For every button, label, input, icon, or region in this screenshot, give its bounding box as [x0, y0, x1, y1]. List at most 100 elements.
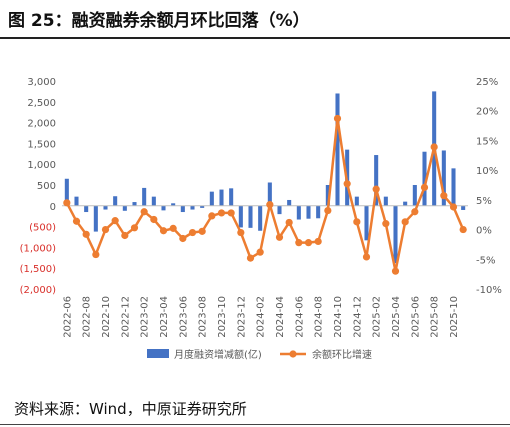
bar-2023-03	[151, 196, 156, 206]
y-left-tick-label: (500)	[29, 223, 56, 234]
growth-point-2025-10	[449, 203, 458, 211]
bar-2023-06	[180, 205, 185, 213]
growth-point-2023-02	[140, 208, 148, 216]
y-right-tick-label: -5%	[476, 255, 495, 266]
bar-2025-03	[383, 196, 388, 206]
growth-rate-line	[65, 117, 465, 273]
bar-2023-02	[142, 187, 147, 206]
bar-2024-03	[267, 182, 272, 206]
growth-point-2025-02	[372, 185, 380, 193]
y-left-tick-label: 1,500	[27, 139, 56, 150]
bar-2025-02	[374, 155, 379, 206]
bar-2022-12	[122, 205, 127, 211]
growth-point-2024-01	[246, 254, 255, 262]
growth-point-2024-05	[285, 218, 293, 227]
bar-2022-09	[93, 205, 98, 232]
growth-point-2022-06	[63, 199, 71, 207]
growth-point-2023-01	[130, 224, 139, 232]
bar-2025-10	[451, 168, 456, 206]
x-tick-label: 2024-04	[275, 296, 286, 338]
bar-2024-12	[354, 196, 359, 206]
y-left-tick-label: 500	[37, 181, 56, 192]
x-tick-label: 2024-06	[294, 296, 305, 338]
x-tick-label: 2022-10	[101, 296, 112, 338]
growth-point-2023-04	[159, 227, 168, 235]
bar-2022-11	[113, 196, 118, 206]
bar-2024-04	[277, 205, 282, 215]
bar-2025-11	[461, 205, 466, 210]
growth-point-2025-09	[440, 192, 448, 200]
figure-title: 图 25：融资融券余额月环比回落（%）	[8, 11, 310, 31]
combo-chart: (2,000) (1,500) (1,000) (500) 0 500 1,000 1,500…	[20, 77, 502, 361]
growth-point-2025-01	[362, 253, 371, 261]
bar-2023-05	[171, 203, 176, 206]
growth-point-2023-10	[217, 209, 226, 217]
bar-2024-02	[258, 205, 263, 231]
bar-2025-05	[403, 201, 408, 206]
y-left-tick-label: 3,000	[27, 77, 56, 88]
growth-point-2024-10	[333, 114, 342, 123]
x-tick-label: 2022-08	[82, 296, 93, 338]
bar-2023-04	[161, 205, 166, 211]
y-right-tick-label: 5%	[476, 196, 492, 207]
bar-2022-10	[103, 205, 108, 210]
x-tick-label: 2024-08	[314, 296, 325, 338]
y-left-tick-label: 0	[50, 202, 56, 213]
y-left-tick-label: (1,500)	[20, 264, 57, 275]
growth-point-2025-04	[391, 267, 400, 275]
y-right-tick-label: -10%	[476, 285, 502, 296]
x-tick-label: 2025-06	[410, 296, 421, 338]
x-tick-label: 2023-08	[198, 296, 209, 338]
growth-point-2022-09	[92, 250, 100, 259]
y-right-tick-label: 25%	[476, 77, 498, 88]
x-tick-label: 2025-02	[372, 296, 383, 338]
growth-point-2022-12	[121, 231, 129, 240]
bar-2022-08	[84, 205, 89, 213]
x-tick-label: 2025-10	[449, 296, 460, 338]
growth-point-2024-09	[324, 206, 332, 215]
growth-point-2023-08	[198, 227, 206, 235]
growth-point-2022-08	[82, 230, 90, 238]
growth-point-2024-07	[304, 239, 313, 247]
bar-2023-11	[229, 188, 234, 206]
growth-point-2025-06	[411, 208, 419, 216]
growth-point-2024-11	[343, 180, 351, 188]
growth-point-2024-12	[353, 218, 361, 226]
x-tick-label: 2024-10	[333, 296, 344, 338]
growth-point-2023-07	[188, 228, 197, 237]
bar-2025-09	[441, 150, 446, 206]
growth-point-2024-08	[314, 237, 322, 246]
bar-2025-06	[412, 185, 417, 206]
growth-point-2025-08	[430, 143, 438, 151]
growth-point-2025-03	[382, 220, 390, 228]
legend-line-marker	[289, 350, 297, 358]
growth-point-2022-11	[111, 217, 119, 225]
growth-point-2024-02	[256, 248, 264, 256]
x-tick-label: 2022-12	[120, 296, 131, 338]
bar-2024-10	[335, 93, 340, 206]
legend-bar-swatch	[147, 349, 169, 358]
y-left-tick-label: (1,000)	[20, 243, 57, 254]
growth-point-2023-11	[227, 209, 235, 217]
x-tick-label: 2024-02	[256, 296, 267, 338]
bar-2022-06	[64, 178, 69, 206]
growth-point-2024-04	[275, 233, 284, 241]
y-right-tick-label: 10%	[476, 166, 498, 177]
x-tick-label: 2024-12	[352, 296, 363, 338]
x-tick-label: 2023-10	[217, 296, 228, 338]
x-tick-label: 2025-04	[391, 296, 402, 338]
y-left-tick-label: 2,000	[27, 119, 56, 130]
y-right-tick-label: 0%	[476, 226, 492, 237]
growth-point-2023-03	[150, 215, 158, 224]
x-tick-label: 2023-02	[140, 296, 151, 338]
growth-point-2025-11	[459, 225, 467, 234]
x-tick-label: 2025-08	[430, 296, 441, 338]
bar-2024-05	[287, 199, 292, 206]
bar-2024-09	[325, 185, 330, 206]
growth-point-2023-05	[169, 224, 177, 232]
y-right-tick-label: 20%	[476, 107, 498, 118]
bottom-divider	[0, 424, 510, 425]
bar-2023-07	[190, 205, 195, 210]
bar-2024-06	[296, 205, 301, 220]
growth-point-2025-07	[420, 183, 429, 191]
